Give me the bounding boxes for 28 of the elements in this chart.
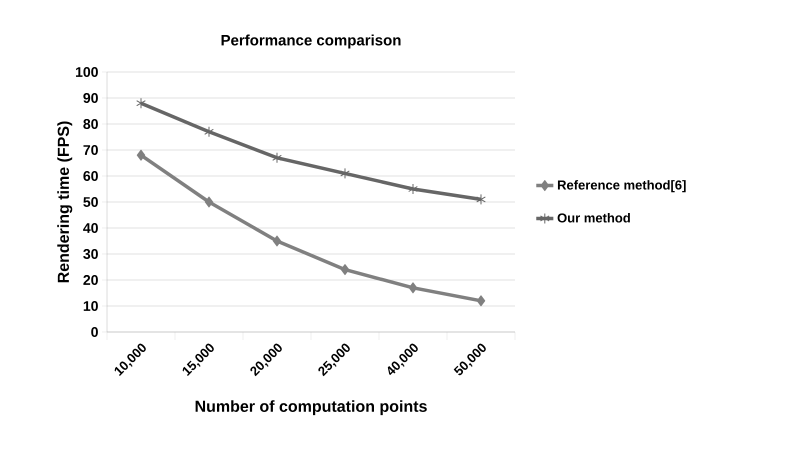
y-tick-label: 100 <box>76 67 98 77</box>
y-axis-title: Rendering time (FPS) <box>57 121 72 282</box>
y-tick-label: 90 <box>83 93 98 103</box>
point <box>340 168 350 179</box>
point <box>408 282 418 294</box>
point <box>272 236 282 246</box>
point <box>204 196 214 208</box>
point <box>204 126 214 138</box>
chart-title: Performance comparison <box>222 34 400 48</box>
y-tick-label: 10 <box>84 301 98 311</box>
y-tick-label: 70 <box>83 145 98 155</box>
point <box>136 150 146 161</box>
legend-label: Our method <box>558 212 630 223</box>
y-tick-label: 80 <box>83 119 98 129</box>
y-tick-label: 40 <box>83 223 98 233</box>
point <box>476 295 486 306</box>
y-tick-label: 0 <box>91 327 98 337</box>
point <box>476 194 486 205</box>
y-tick-label: 20 <box>83 275 98 285</box>
point <box>136 98 146 109</box>
x-axis-title: Number of computation points <box>196 400 427 416</box>
point <box>272 152 282 164</box>
y-tick-label: 60 <box>83 171 98 181</box>
y-tick-label: 50 <box>83 197 98 207</box>
point <box>408 184 418 194</box>
legend-label: Reference method[6] <box>558 180 686 192</box>
point <box>340 264 350 276</box>
y-tick-label: 30 <box>83 249 98 259</box>
